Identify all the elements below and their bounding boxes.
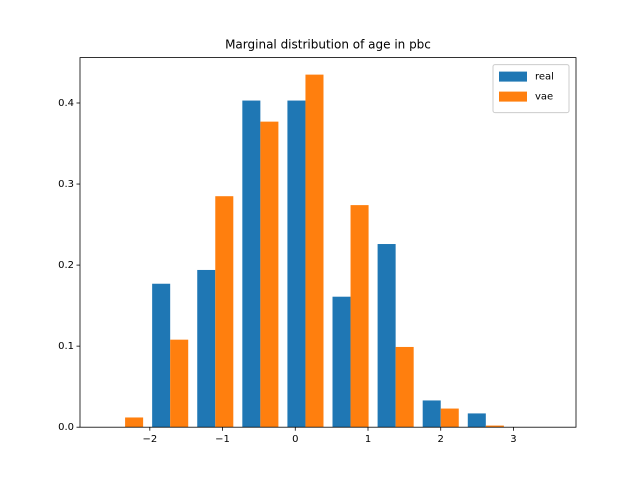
legend-label: vae: [535, 92, 553, 103]
legend-swatch: [499, 71, 527, 82]
y-tick-label: 0.2: [58, 260, 74, 271]
bar: [197, 269, 216, 428]
bar: [485, 425, 504, 428]
x-tick-label: −2: [142, 434, 157, 445]
y-tick-label: 0.3: [58, 179, 74, 190]
legend-swatch: [499, 91, 527, 102]
bar: [332, 296, 351, 428]
x-tick-label: −1: [215, 434, 230, 445]
bar: [125, 417, 144, 428]
bar: [395, 346, 414, 428]
bar: [305, 74, 324, 428]
bar: [215, 196, 234, 428]
bar: [260, 121, 279, 428]
bar: [170, 339, 189, 428]
y-tick-label: 0.0: [58, 422, 74, 433]
bar: [152, 283, 171, 428]
bar: [377, 244, 396, 428]
x-tick-label: 1: [365, 434, 371, 445]
bar: [287, 100, 306, 428]
legend-label: real: [535, 72, 554, 83]
x-tick-label: 3: [510, 434, 516, 445]
bar: [467, 413, 486, 428]
chart-title: Marginal distribution of age in pbc: [225, 38, 431, 52]
axes-frame: [79, 57, 577, 428]
bar: [440, 408, 459, 428]
x-tick-label: 2: [438, 434, 444, 445]
y-tick-label: 0.1: [58, 341, 74, 352]
x-tick-label: 0: [292, 434, 298, 445]
bar: [242, 100, 261, 428]
bar: [350, 205, 369, 428]
y-tick-label: 0.4: [58, 98, 74, 109]
bar: [422, 400, 441, 428]
